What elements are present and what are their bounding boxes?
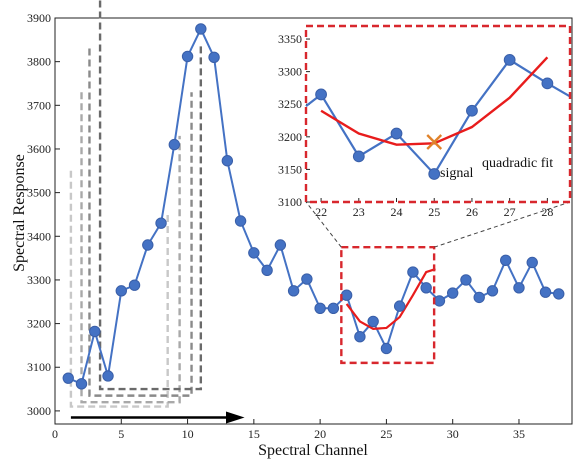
data-point (393, 300, 406, 312)
connector-line (305, 201, 342, 248)
data-point (433, 295, 446, 307)
data-point (89, 325, 101, 338)
data-point (301, 273, 313, 285)
x-tick-label: 30 (447, 427, 459, 441)
x-tick-label: 5 (118, 427, 124, 441)
inset-y-tick-label: 3300 (278, 65, 302, 79)
y-tick-label: 3500 (27, 186, 51, 200)
data-point (181, 50, 194, 63)
window-guide (98, 0, 203, 391)
inset-y-tick-label: 3150 (278, 162, 302, 176)
data-point (407, 266, 419, 278)
data-point (367, 315, 379, 328)
data-point (287, 285, 300, 297)
inset-data-point (390, 127, 403, 140)
data-point (314, 302, 326, 315)
data-point (168, 138, 181, 151)
data-point (195, 23, 207, 35)
data-point (340, 289, 353, 301)
inset-data-point (315, 88, 327, 101)
y-tick-label: 3900 (27, 11, 51, 25)
y-tick-label: 3400 (27, 229, 51, 243)
data-point (62, 372, 74, 384)
y-tick-label: 3100 (27, 360, 51, 374)
inset-data-point (428, 168, 441, 180)
data-point (221, 155, 234, 167)
y-axis-label: Spectral Response (11, 154, 28, 272)
data-point (553, 288, 565, 300)
data-point (526, 256, 538, 269)
inset-y-tick-label: 3200 (278, 130, 302, 144)
window-guide (88, 48, 193, 397)
x-tick-label: 25 (380, 427, 392, 441)
x-tick-label: 0 (52, 427, 58, 441)
data-point (75, 378, 88, 390)
data-point (155, 217, 167, 229)
inset-x-tick-label: 22 (315, 205, 327, 219)
x-tick-label: 20 (314, 427, 326, 441)
data-point (380, 342, 393, 355)
fit-curve (345, 267, 436, 330)
inset-y-tick-label: 3350 (278, 32, 302, 46)
data-point (460, 274, 472, 286)
data-point (539, 286, 552, 298)
inset-plot: 22 23 24 25 26 27 28 3100 3150 3200 3250 3300 3350 (278, 24, 572, 248)
inset-frame (304, 24, 572, 204)
inset-x-tick-label: 28 (541, 205, 553, 219)
x-tick-label: 10 (182, 427, 194, 441)
y-tick-label: 3300 (27, 273, 51, 287)
direction-arrow-head (226, 411, 245, 424)
y-tick-label: 3800 (27, 55, 51, 69)
window-guide (80, 92, 181, 404)
inset-x-tick-label: 24 (391, 205, 403, 219)
data-point (446, 287, 459, 299)
y-tick-label: 3200 (27, 317, 51, 331)
data-point (115, 285, 127, 297)
y-tick-label: 3000 (27, 404, 51, 418)
main-plot: 0 5 10 15 20 25 30 35 3000 3100 3200 3300 3400 3500 36… (27, 0, 573, 441)
fit-label: quadradic fit (482, 156, 553, 171)
data-point (486, 285, 499, 297)
inset-y-tick-label: 3100 (278, 195, 302, 209)
inset-x-tick-label: 25 (428, 205, 440, 219)
inset-data-point (466, 104, 478, 117)
data-point (142, 239, 154, 251)
data-point (513, 282, 525, 294)
data-point (327, 302, 340, 315)
inset-x-tick-label: 26 (466, 205, 478, 219)
y-tick-label: 3700 (27, 98, 51, 112)
data-point (234, 215, 247, 227)
data-point (248, 247, 260, 259)
y-tick-label: 3600 (27, 142, 51, 156)
data-point (354, 330, 366, 343)
connector-line (433, 201, 571, 248)
x-tick-label: 35 (513, 427, 525, 441)
data-point (102, 370, 114, 382)
signal-label: signal (440, 166, 474, 181)
x-axis-label: Spectral Channel (258, 442, 368, 459)
data-point (208, 51, 220, 63)
data-point (500, 254, 512, 266)
data-point (128, 279, 141, 291)
x-tick-label: 15 (248, 427, 260, 441)
inset-x-tick-label: 23 (353, 205, 365, 219)
estimate-marker (426, 134, 443, 150)
data-point (274, 239, 287, 251)
data-point (420, 282, 432, 294)
inset-y-tick-label: 3250 (278, 97, 302, 111)
data-point (261, 264, 273, 277)
inset-data-point (352, 150, 365, 163)
zoom-region-box (340, 245, 436, 365)
inset-data-point (503, 53, 516, 66)
inset-x-tick-label: 27 (504, 205, 516, 219)
data-point (473, 291, 485, 304)
plot-frame (54, 17, 573, 425)
inset-data-point (541, 77, 554, 90)
